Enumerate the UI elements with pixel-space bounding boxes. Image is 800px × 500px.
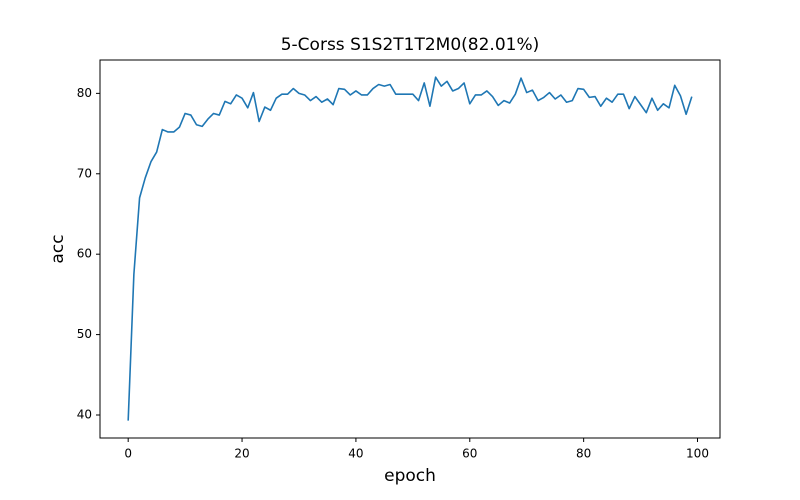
x-tick-label: 80 [576, 447, 591, 461]
x-tick-label: 20 [234, 447, 249, 461]
x-tick-label: 60 [462, 447, 477, 461]
y-tick-label: 50 [77, 327, 92, 341]
x-axis-label: epoch [384, 466, 436, 486]
x-tick-label: 0 [124, 447, 132, 461]
data-line [127, 76, 693, 421]
y-tick-label: 40 [77, 408, 92, 422]
y-tick-label: 70 [77, 166, 92, 180]
x-tick-label: 40 [348, 447, 363, 461]
plot-frame [99, 59, 721, 439]
x-tick-label: 100 [686, 447, 709, 461]
y-axis-label: acc [48, 234, 68, 263]
chart-title: 5-Corss S1S2T1T2M0(82.01%) [281, 35, 540, 55]
y-tick-label: 80 [77, 86, 92, 100]
y-tick-label: 60 [77, 247, 92, 261]
